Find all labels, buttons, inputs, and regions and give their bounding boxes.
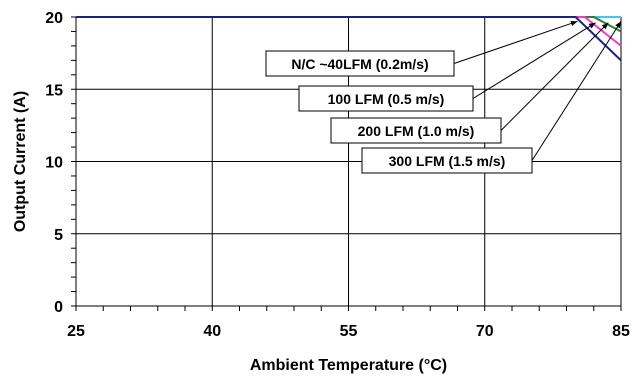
annotation-arrowhead [601,22,609,30]
annotation-arrowhead [570,20,578,26]
annotation-arrow [472,22,596,99]
y-tick-label: 15 [45,82,63,99]
annotation-arrowhead [615,21,621,29]
y-tick-label: 20 [45,10,63,27]
annotation-box [265,50,455,77]
annotation-callout: N/C ~40LFM (0.2m/s) [265,20,578,77]
minor-ticks [71,16,622,311]
annotation-callout: 100 LFM (0.5 m/s) [298,22,596,112]
annotation-label: 200 LFM (1.0 m/s) [358,123,475,139]
annotation-box [361,147,533,174]
tick-labels: 25 40 55 70 85 0 5 10 15 20 [45,10,630,340]
annotation-arrow [453,20,578,64]
annotation-box [298,85,474,112]
y-axis-title: Output Current (A) [12,91,29,232]
y-tick-label: 0 [54,299,63,316]
annotation-label: 300 LFM (1.5 m/s) [389,153,506,169]
x-tick-label: 40 [203,323,221,340]
x-tick-label: 85 [612,323,630,340]
x-tick-label: 25 [67,323,85,340]
annotation-arrowhead [588,22,596,29]
x-tick-label: 70 [476,323,494,340]
annotations: N/C ~40LFM (0.2m/s) 100 LFM (0.5 m/s) 200 … [265,20,622,174]
y-tick-label: 5 [54,227,63,244]
annotation-label: 100 LFM (0.5 m/s) [328,91,445,107]
x-axis-title: Ambient Temperature (°C) [250,357,447,374]
annotation-box [330,117,502,144]
y-tick-label: 10 [45,155,63,172]
annotation-arrow [531,21,622,161]
annotation-label: N/C ~40LFM (0.2m/s) [291,56,428,72]
series-lines [76,16,622,62]
annotation-callout: 300 LFM (1.5 m/s) [361,21,622,174]
x-tick-label: 55 [340,323,358,340]
annotation-arrow [500,22,609,131]
annotation-callout: 200 LFM (1.0 m/s) [330,22,609,144]
